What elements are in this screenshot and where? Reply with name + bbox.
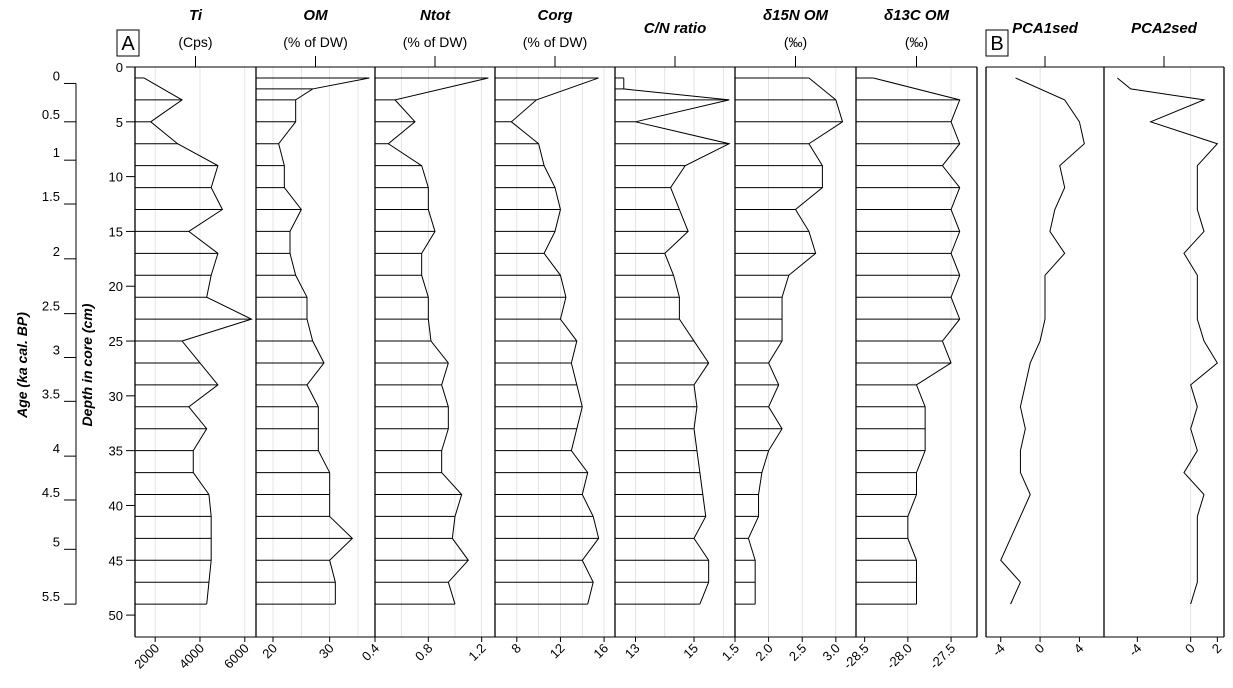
- series-line-c-n-ratio: [623, 77, 731, 605]
- panel-title: PCA2sed: [1131, 20, 1198, 37]
- panel-label-b-text: B: [990, 33, 1003, 55]
- series-line-13c-om: [873, 77, 961, 605]
- panel-ntot: Ntot (% of DW) 0.4 0.8 1.2: [359, 7, 495, 664]
- series-line-pca1sed: [1000, 77, 1085, 605]
- x-tick-label: -27.5: [927, 641, 959, 673]
- depth-tick-label: 0: [116, 60, 123, 75]
- age-tick-label: 3.5: [42, 386, 60, 401]
- age-tick-label: 5.5: [42, 589, 60, 604]
- depth-tick-label: 35: [109, 444, 123, 459]
- panel-label-b: B: [985, 29, 1009, 57]
- panel-ti: Ti (Cps) 2000 4000 6000: [131, 7, 256, 672]
- age-tick-label: 2.5: [42, 299, 60, 314]
- depth-tick-label: 10: [109, 170, 123, 185]
- depth-axis: 0 5 10 15 20 25 30 35 40 45 50: [109, 60, 135, 623]
- depth-tick-label: 50: [109, 608, 123, 623]
- panel-title: OM: [303, 7, 328, 24]
- age-tick-label: 1: [53, 145, 60, 160]
- panel-om: OM (% of DW) 20 30: [255, 7, 375, 662]
- x-tick-label: 6000: [221, 641, 252, 672]
- depth-tick-label: 20: [109, 279, 123, 294]
- panel-15n-om: δ15N OM (‰) 1.5 2.0 2.5 3.0: [719, 7, 856, 664]
- panel-unit: (% of DW): [403, 34, 468, 50]
- x-tick-label: 2.5: [786, 641, 809, 664]
- age-tick-label: 1.5: [42, 189, 60, 204]
- age-tick-label: 2: [53, 244, 60, 259]
- panel-label-a-text: A: [121, 33, 135, 55]
- series-line-om: [278, 77, 370, 605]
- panel-pca1sed: PCA1sed -4 0 4: [985, 20, 1104, 660]
- x-tick-label: 1.5: [719, 641, 742, 664]
- x-tick-label: 1.2: [465, 641, 488, 664]
- series-line-corg: [510, 77, 600, 605]
- x-tick-label: 12: [547, 641, 568, 662]
- x-tick-label: 13: [622, 641, 643, 662]
- depth-tick-label: 45: [109, 553, 123, 568]
- panel-title: δ13C OM: [884, 7, 950, 24]
- panel-title: C/N ratio: [644, 20, 707, 37]
- x-tick-label: 20: [259, 641, 280, 662]
- panel-title: PCA1sed: [1012, 20, 1079, 37]
- panel-title: δ15N OM: [763, 7, 829, 24]
- age-axis-label: Age (ka cal. BP): [14, 312, 30, 419]
- age-axis: 0 0.5 1 1.5 2 2.5 3 3.5 4 4.5 5 5.5: [42, 68, 77, 605]
- x-tick-label: 0.8: [412, 641, 435, 664]
- x-tick-label: 16: [590, 641, 611, 662]
- panel-unit: (% of DW): [283, 34, 348, 50]
- age-tick-label: 3: [53, 342, 60, 357]
- x-tick-label: 2: [1209, 641, 1225, 657]
- x-tick-label: 30: [316, 641, 337, 662]
- series-line-15n-om: [747, 77, 844, 605]
- depth-tick-label: 25: [109, 334, 123, 349]
- panel-pca2sed: PCA2sed -4 0 2: [1103, 20, 1225, 660]
- panel-unit: (‰): [784, 34, 807, 50]
- series-line-ntot: [387, 77, 489, 605]
- x-tick-label: 15: [680, 641, 701, 662]
- series-line-pca2sed: [1117, 77, 1219, 605]
- panel-13c-om: δ13C OM (‰) -28.5 -28.0 -27.5: [840, 7, 978, 673]
- age-tick-label: 4.5: [42, 485, 60, 500]
- series-line-ti: [143, 77, 253, 605]
- age-tick-label: 5: [53, 534, 60, 549]
- x-tick-label: -4: [989, 641, 1008, 660]
- x-tick-label: 4000: [176, 641, 207, 672]
- panel-title: Corg: [538, 7, 573, 24]
- x-tick-label: 4: [1071, 641, 1087, 657]
- panel-corg: Corg (% of DW) 8 12 16: [494, 7, 615, 662]
- x-tick-label: 0.4: [359, 641, 382, 664]
- depth-tick-label: 5: [116, 115, 123, 130]
- panel-title: Ti: [189, 7, 203, 24]
- x-tick-label: -28.0: [883, 641, 915, 673]
- panel-unit: (% of DW): [523, 34, 588, 50]
- panel-label-a: A: [116, 29, 140, 57]
- depth-tick-label: 40: [109, 498, 123, 513]
- x-tick-label: 0: [1182, 641, 1198, 657]
- depth-tick-label: 15: [109, 224, 123, 239]
- age-tick-label: 0.5: [42, 107, 60, 122]
- x-tick-label: 2000: [131, 641, 162, 672]
- x-tick-label: 0: [1031, 641, 1047, 657]
- x-tick-label: 8: [508, 641, 524, 657]
- panel-unit: (‰): [905, 34, 928, 50]
- x-tick-label: 2.0: [752, 641, 775, 664]
- age-tick-label: 0: [53, 68, 60, 83]
- x-tick-label: -4: [1126, 641, 1145, 660]
- x-tick-label: -28.5: [840, 641, 872, 673]
- depth-tick-label: 30: [109, 389, 123, 404]
- panel-c-n-ratio: C/N ratio 13 15: [614, 20, 735, 662]
- panel-unit: (Cps): [178, 34, 212, 50]
- x-tick-label: 3.0: [820, 641, 843, 664]
- panel-title: Ntot: [420, 7, 451, 24]
- depth-axis-label: Depth in core (cm): [79, 303, 95, 426]
- age-tick-label: 4: [53, 441, 60, 456]
